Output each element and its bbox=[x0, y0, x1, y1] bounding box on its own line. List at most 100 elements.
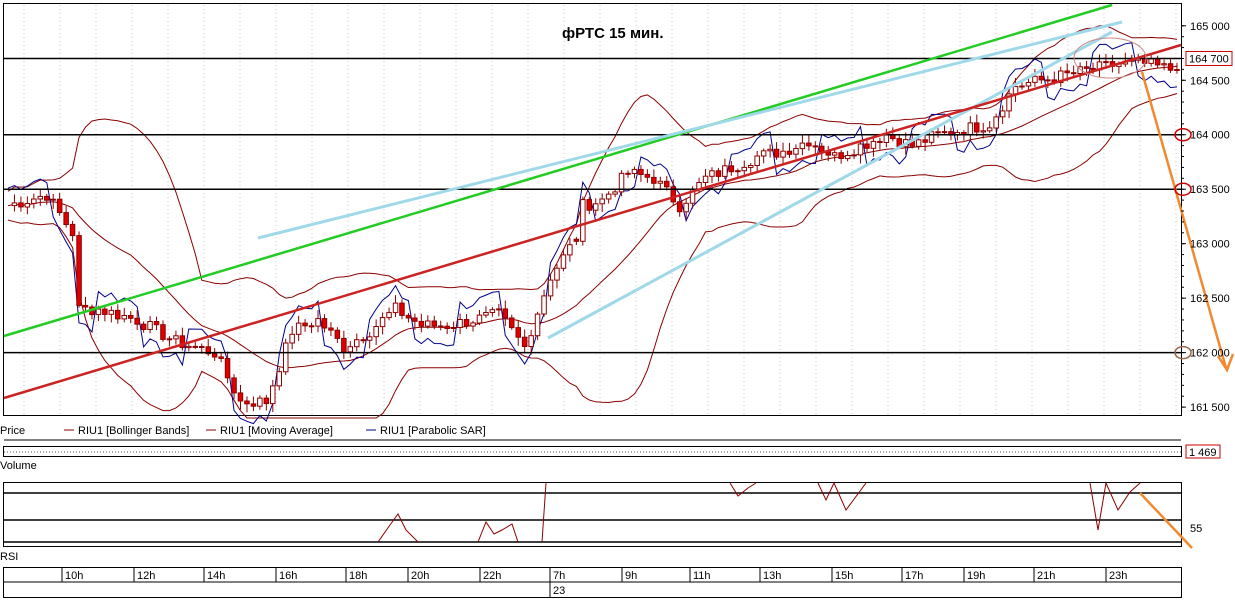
candle bbox=[877, 137, 883, 150]
candle bbox=[515, 319, 521, 346]
candle-body bbox=[63, 212, 69, 226]
candle bbox=[1109, 54, 1116, 73]
candle-body bbox=[108, 309, 115, 315]
candle bbox=[89, 304, 95, 320]
candle-body bbox=[18, 202, 24, 208]
candle-body bbox=[676, 201, 683, 213]
price-tick-label: 163 000 bbox=[1190, 239, 1230, 251]
date-label: 23 bbox=[553, 585, 565, 597]
candle-body bbox=[82, 304, 89, 308]
candle bbox=[76, 231, 82, 308]
candle bbox=[638, 165, 644, 182]
rsi-line bbox=[1089, 481, 1141, 531]
candle-body bbox=[140, 323, 147, 331]
candle bbox=[450, 321, 457, 333]
candle bbox=[237, 384, 244, 410]
candle-body bbox=[412, 317, 418, 322]
candle bbox=[644, 169, 651, 183]
price-tick-label: 163 500 bbox=[1190, 184, 1230, 196]
candle-body bbox=[799, 142, 806, 150]
candle-body bbox=[1077, 66, 1083, 75]
candle-body bbox=[128, 315, 134, 319]
candle bbox=[1070, 65, 1077, 78]
candle-body bbox=[573, 238, 580, 242]
volume-value-box bbox=[1185, 444, 1221, 459]
candle-body bbox=[302, 322, 308, 327]
candle bbox=[605, 191, 612, 204]
candle bbox=[593, 198, 599, 216]
candle bbox=[1174, 62, 1180, 74]
parabolic-sar bbox=[7, 42, 1178, 425]
candle bbox=[1148, 55, 1154, 67]
candle bbox=[980, 122, 986, 139]
candle-body bbox=[179, 335, 186, 349]
candle-body bbox=[857, 143, 864, 156]
candle-body bbox=[986, 127, 993, 132]
candle bbox=[1161, 59, 1167, 71]
candle bbox=[1006, 87, 1012, 119]
candle bbox=[812, 141, 819, 154]
candle bbox=[160, 320, 166, 342]
candle-body bbox=[31, 198, 37, 204]
candle bbox=[121, 307, 127, 323]
candle-body bbox=[1167, 63, 1174, 71]
candle bbox=[205, 339, 211, 357]
candle bbox=[69, 220, 76, 242]
legend-entry: RIU1 [Bollinger Bands] bbox=[78, 425, 189, 437]
candle bbox=[541, 289, 547, 317]
candle bbox=[547, 273, 554, 301]
candle-body bbox=[121, 315, 127, 320]
candle bbox=[489, 306, 496, 317]
candle bbox=[799, 134, 806, 156]
candle-body bbox=[1058, 70, 1064, 83]
candle bbox=[1058, 66, 1064, 87]
volume-panel-frame bbox=[3, 446, 1182, 457]
candle bbox=[676, 195, 683, 217]
candle-body bbox=[263, 397, 270, 405]
red-trend-line bbox=[3, 43, 1182, 400]
candle bbox=[231, 374, 237, 400]
legend-entry: Price bbox=[0, 425, 25, 437]
candle bbox=[192, 341, 198, 349]
candle-body bbox=[793, 148, 799, 155]
time-tick-label: 9h bbox=[625, 570, 637, 582]
highlight-ellipse bbox=[1073, 37, 1147, 79]
candle bbox=[502, 300, 508, 326]
candle-body bbox=[1025, 82, 1032, 87]
candle bbox=[289, 326, 295, 350]
candle bbox=[341, 330, 347, 359]
candle-body bbox=[450, 327, 457, 329]
candle-body bbox=[547, 279, 554, 297]
candle-body bbox=[463, 319, 470, 327]
candle-body bbox=[50, 198, 56, 201]
candle bbox=[722, 158, 728, 180]
candle-body bbox=[347, 346, 353, 353]
time-tick-label: 10h bbox=[65, 570, 83, 582]
candle bbox=[244, 396, 250, 413]
trend-lines bbox=[3, 3, 1235, 400]
price-tick-label: 162 000 bbox=[1190, 348, 1230, 360]
candle-body bbox=[670, 186, 676, 203]
candle-body bbox=[76, 235, 82, 306]
candle bbox=[883, 128, 890, 148]
candle-body bbox=[890, 134, 896, 140]
candle-body bbox=[276, 371, 282, 387]
candle-body bbox=[567, 244, 573, 256]
candle bbox=[709, 167, 715, 184]
candle bbox=[224, 351, 231, 384]
candle-body bbox=[399, 302, 405, 316]
candle bbox=[1038, 71, 1045, 84]
candle bbox=[257, 395, 263, 410]
candle-body bbox=[915, 139, 922, 147]
candle-body bbox=[199, 346, 205, 348]
candle-body bbox=[1038, 75, 1045, 81]
candle bbox=[851, 149, 857, 160]
candle-body bbox=[618, 172, 625, 193]
candle bbox=[405, 312, 412, 323]
candle bbox=[754, 150, 760, 172]
candle bbox=[11, 194, 18, 212]
candle-body bbox=[702, 175, 709, 183]
candle bbox=[786, 142, 793, 158]
candle-body bbox=[1032, 75, 1038, 83]
candle bbox=[683, 198, 689, 220]
